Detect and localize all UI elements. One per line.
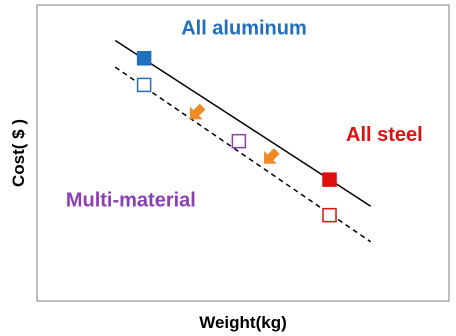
direction-arrow-2 bbox=[264, 148, 280, 164]
plot-frame bbox=[36, 4, 450, 302]
annotation-label-1: All aluminum bbox=[181, 18, 307, 40]
data-point-4 bbox=[322, 172, 337, 187]
annotation-label-3: Multi-material bbox=[66, 189, 196, 211]
direction-arrow-1 bbox=[189, 103, 206, 120]
annotation-label-2: All steel bbox=[346, 124, 423, 146]
y-axis-title: Cost( $ ) bbox=[9, 119, 28, 187]
data-point-2 bbox=[136, 77, 152, 93]
data-point-3 bbox=[231, 133, 247, 149]
dashed-trend-line bbox=[114, 66, 372, 243]
x-axis-title: Weight(kg) bbox=[199, 313, 287, 332]
data-point-1 bbox=[136, 51, 152, 66]
data-point-5 bbox=[322, 207, 337, 223]
